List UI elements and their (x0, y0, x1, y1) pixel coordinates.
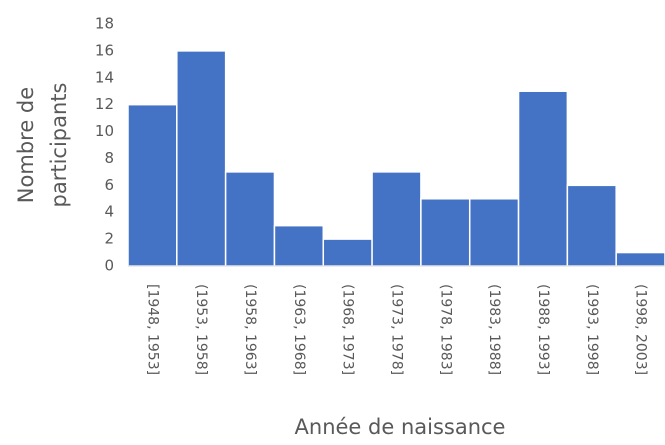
bar (566, 184, 617, 267)
y-axis-title: participants (47, 83, 71, 208)
x-tick-label: (1998, 2003] (633, 284, 649, 375)
y-tick-label: 12 (95, 95, 114, 113)
y-tick-label: 4 (104, 203, 114, 221)
x-tick-label: [1948, 1953] (144, 284, 160, 375)
bar (371, 171, 422, 267)
x-axis-title: Année de naissance (295, 415, 506, 439)
x-tick-label: (1973, 1978] (389, 284, 405, 375)
y-tick-label: 10 (95, 122, 114, 140)
bar (468, 198, 520, 267)
y-tick-label: 2 (104, 230, 114, 248)
x-tick-label: (1958, 1963] (242, 284, 258, 375)
bar (176, 50, 227, 267)
x-tick-label: (1983, 1988] (486, 284, 502, 375)
y-tick-label: 8 (104, 149, 114, 167)
y-tick-label: 14 (95, 68, 114, 86)
y-tick-label: 0 (104, 257, 114, 275)
x-tick-label: (1978, 1983] (437, 284, 453, 375)
bar (420, 198, 471, 267)
x-tick-label: (1993, 1998] (584, 284, 600, 375)
bar (322, 238, 373, 267)
x-tick-label: (1963, 1968] (291, 284, 307, 375)
bar (127, 103, 178, 267)
bar (615, 251, 665, 267)
bar (224, 171, 276, 267)
x-tick-label: (1953, 1958] (193, 284, 209, 375)
y-tick-label: 18 (95, 15, 114, 33)
x-tick-label: (1988, 1993] (535, 284, 551, 375)
y-axis-title: Nombre de (14, 87, 38, 203)
x-tick-label: (1968, 1973] (340, 284, 356, 375)
bar (517, 90, 569, 267)
y-tick-label: 16 (95, 41, 114, 59)
bar (273, 224, 325, 267)
y-tick-label: 6 (104, 176, 114, 194)
